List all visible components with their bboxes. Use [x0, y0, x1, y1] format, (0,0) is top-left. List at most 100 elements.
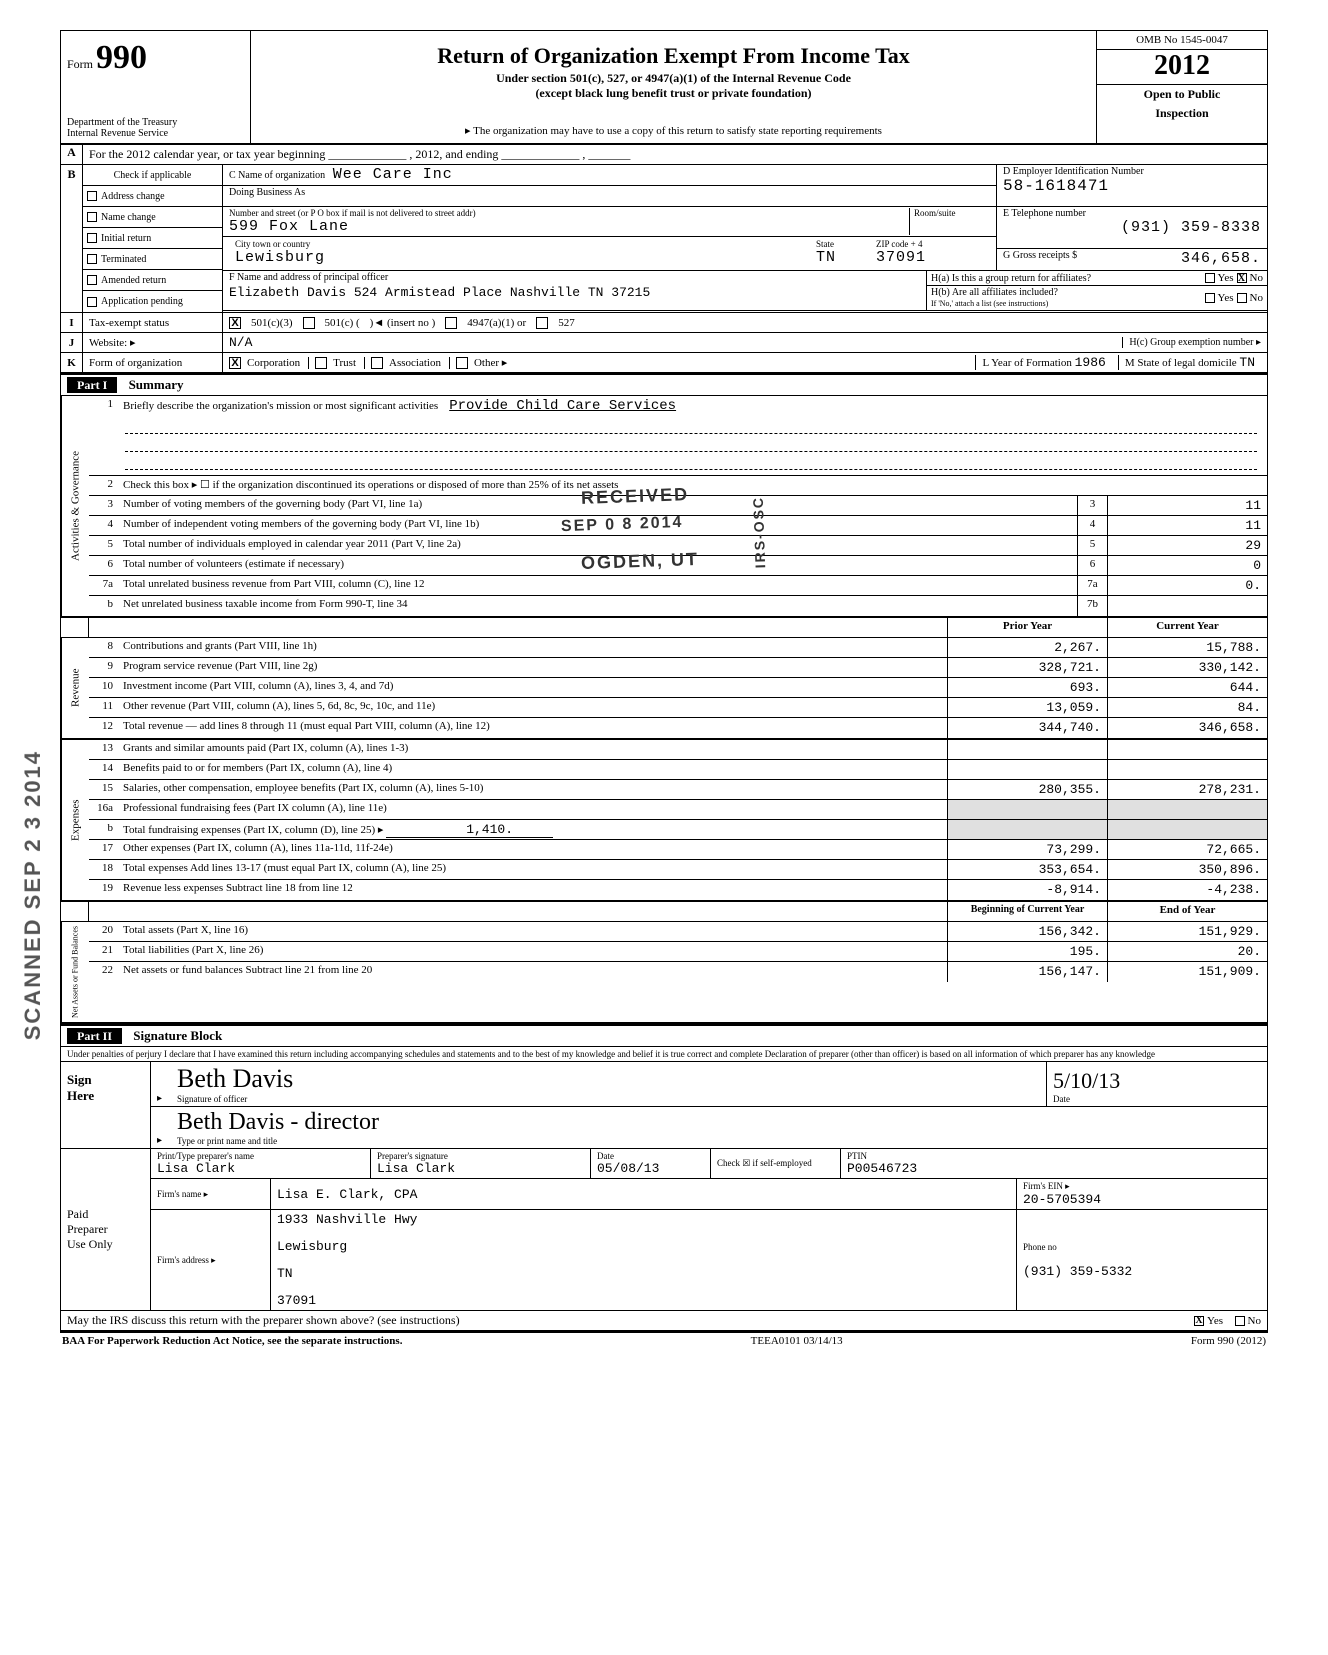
- chk-label: Application pending: [101, 296, 183, 307]
- chk-4947[interactable]: [445, 317, 457, 329]
- line-7b-text: Net unrelated business taxable income fr…: [119, 596, 1077, 616]
- chk-trust[interactable]: [315, 357, 327, 369]
- l-label: L Year of Formation: [982, 357, 1071, 369]
- e-label: E Telephone number: [1003, 208, 1086, 219]
- prior-val: 328,721.: [947, 658, 1107, 677]
- line-text: Salaries, other compensation, employee b…: [119, 780, 947, 799]
- hb-no[interactable]: [1237, 293, 1247, 303]
- governance-section: Activities & Governance 1 Briefly descri…: [61, 396, 1267, 618]
- form-subtitle2: (except black lung benefit trust or priv…: [261, 86, 1086, 101]
- chk-assoc[interactable]: [371, 357, 383, 369]
- prior-val: 73,299.: [947, 840, 1107, 859]
- line-21: 21Total liabilities (Part X, line 26)195…: [89, 942, 1267, 962]
- website-value: N/A: [229, 335, 252, 350]
- officer-print-name[interactable]: Beth Davis - director Type or print name…: [171, 1107, 1267, 1148]
- header-left: Form 990 Department of the Treasury Inte…: [61, 31, 251, 143]
- room-label: Room/suite: [914, 208, 990, 218]
- chk-terminated[interactable]: Terminated: [83, 249, 222, 270]
- chk-label: Initial return: [101, 233, 151, 244]
- current-val: 20.: [1107, 942, 1267, 961]
- dept-treasury: Department of the Treasury: [67, 117, 244, 128]
- line-text: Grants and similar amounts paid (Part IX…: [119, 740, 947, 759]
- line-text: Investment income (Part VIII, column (A)…: [119, 678, 947, 697]
- hb-yes[interactable]: [1205, 293, 1215, 303]
- chk-initial-return[interactable]: Initial return: [83, 228, 222, 249]
- scanned-stamp: SCANNED SEP 2 3 2014: [20, 750, 46, 1040]
- prior-val: 156,147.: [947, 962, 1107, 982]
- label-k: K: [61, 353, 83, 372]
- part-i-title: Summary: [129, 377, 184, 392]
- discuss-yes[interactable]: X: [1194, 1316, 1204, 1326]
- addr-label: Number and street (or P O box if mail is…: [229, 208, 909, 218]
- line-4-val: 11: [1107, 516, 1267, 535]
- label-b: B: [61, 165, 83, 312]
- g-label: G Gross receipts $: [1003, 250, 1077, 261]
- header: Form 990 Department of the Treasury Inte…: [61, 31, 1267, 145]
- ha-yes[interactable]: [1205, 273, 1215, 283]
- prior-val: [947, 760, 1107, 779]
- chk-label: Amended return: [101, 275, 166, 286]
- year-formation: 1986: [1075, 355, 1106, 370]
- discuss-no[interactable]: [1235, 1316, 1245, 1326]
- chk-other[interactable]: [456, 357, 468, 369]
- row-a: A For the 2012 calendar year, or tax yea…: [61, 145, 1267, 165]
- part-ii-header: Part II Signature Block: [61, 1024, 1267, 1047]
- chk-501c[interactable]: [303, 317, 315, 329]
- line-3-val: 11: [1107, 496, 1267, 515]
- dba-label: Doing Business As: [229, 187, 305, 198]
- tax-exempt-label: Tax-exempt status: [83, 313, 223, 332]
- line-18: 18Total expenses Add lines 13-17 (must e…: [89, 860, 1267, 880]
- balance-headers: Beginning of Current Year End of Year: [61, 902, 1267, 922]
- ha-row: H(a) Is this a group return for affiliat…: [927, 271, 1267, 286]
- label-a: A: [61, 145, 83, 164]
- yes-label: Yes: [1218, 292, 1234, 304]
- preparer-row3: Firm's address ▸ 1933 Nashville Hwy Lewi…: [151, 1210, 1267, 1310]
- state-domicile: TN: [1239, 355, 1255, 370]
- yes-label: Yes: [1207, 1315, 1223, 1327]
- header-center: Return of Organization Exempt From Incom…: [251, 31, 1097, 143]
- prior-val: 280,355.: [947, 780, 1107, 799]
- governance-rows: 1 Briefly describe the organization's mi…: [89, 396, 1267, 616]
- org-name: Wee Care Inc: [333, 166, 453, 183]
- tax-year: 2012: [1097, 50, 1267, 85]
- ein-box: D Employer Identification Number 58-1618…: [997, 165, 1267, 207]
- current-val: 151,929.: [1107, 922, 1267, 941]
- row-j-body: N/A H(c) Group exemption number ▸: [223, 333, 1267, 352]
- line-16b: b Total fundraising expenses (Part IX, c…: [89, 820, 1267, 840]
- shade-cell: [947, 820, 1107, 839]
- type-name-value: Beth Davis - director: [177, 1109, 379, 1135]
- firm-name-label: Firm's name ▸: [151, 1179, 271, 1209]
- ha-no[interactable]: X: [1237, 273, 1247, 283]
- line-10: 10Investment income (Part VIII, column (…: [89, 678, 1267, 698]
- received-stamp: RECEIVED: [581, 484, 690, 509]
- line-6-val: 0: [1107, 556, 1267, 575]
- line-12: 12Total revenue — add lines 8 through 11…: [89, 718, 1267, 738]
- street: 599 Fox Lane: [229, 218, 349, 235]
- chk-amended[interactable]: Amended return: [83, 270, 222, 291]
- chk-application-pending[interactable]: Application pending: [83, 291, 222, 312]
- chk-address-change[interactable]: Address change: [83, 186, 222, 207]
- 527-label: 527: [558, 317, 575, 329]
- state: TN: [816, 249, 836, 266]
- chk-corp[interactable]: X: [229, 357, 241, 369]
- prep-date-label: Date: [597, 1151, 704, 1161]
- line-5-val: 29: [1107, 536, 1267, 555]
- prior-year-hdr: Prior Year: [947, 618, 1107, 637]
- line-1: 1 Briefly describe the organization's mi…: [89, 396, 1267, 476]
- officer-signature[interactable]: Beth Davis Signature of officer: [171, 1062, 1047, 1106]
- current-val: -4,238.: [1107, 880, 1267, 900]
- check-self-employed[interactable]: Check ☒ if self-employed: [711, 1149, 841, 1178]
- prep-sig-label: Preparer's signature: [377, 1151, 584, 1161]
- chk-527[interactable]: [536, 317, 548, 329]
- chk-501c3[interactable]: X: [229, 317, 241, 329]
- firm-phone: (931) 359-5332: [1023, 1264, 1261, 1279]
- ptin-value: P00546723: [847, 1161, 1261, 1176]
- revenue-vtab: Revenue: [61, 638, 89, 738]
- prep-sig: Lisa Clark: [377, 1161, 584, 1176]
- firm-addr1: 1933 Nashville Hwy: [277, 1212, 1010, 1227]
- prior-val: -8,914.: [947, 880, 1107, 900]
- firm-state: TN: [277, 1266, 1010, 1281]
- label-j: J: [61, 333, 83, 352]
- chk-name-change[interactable]: Name change: [83, 207, 222, 228]
- footer-form: Form 990 (2012): [1191, 1335, 1266, 1347]
